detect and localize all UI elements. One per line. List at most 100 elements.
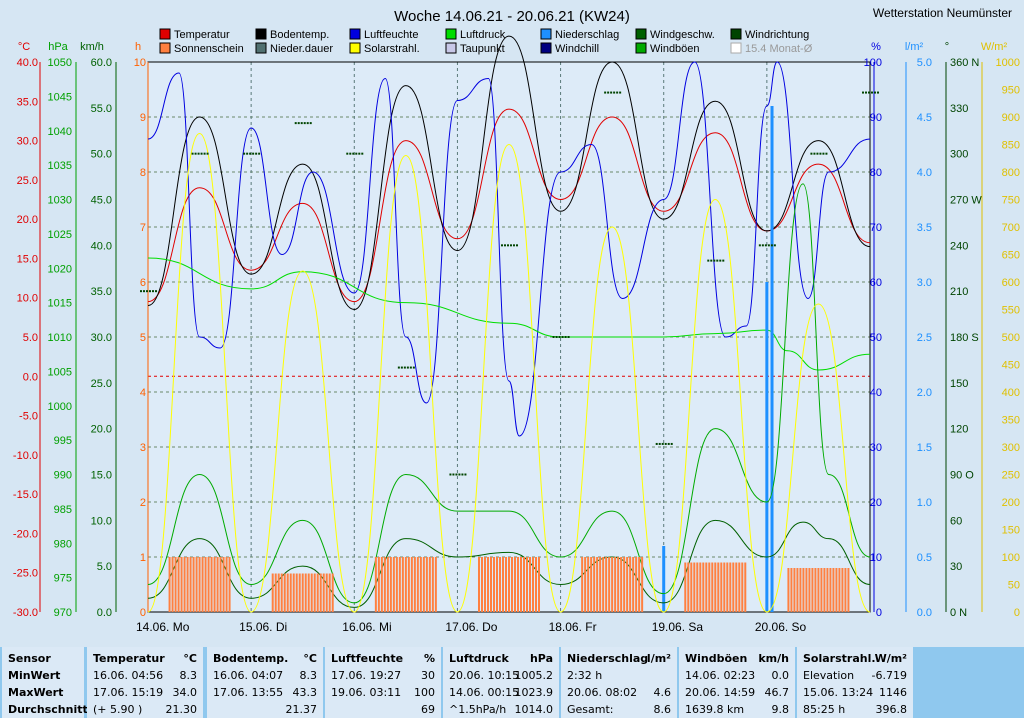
stats-header-unit: °C (183, 652, 197, 665)
sunshine-bar (841, 568, 844, 612)
wind-direction-dot (661, 442, 664, 445)
sunshine-bar (823, 568, 826, 612)
tick-label: 30.0 (91, 332, 112, 344)
wind-direction-dot (200, 152, 203, 155)
tick-label: 1005 (48, 366, 72, 378)
wind-direction-dot (294, 122, 297, 125)
sunshine-bar (693, 562, 696, 612)
legend-swatch (255, 42, 267, 54)
wind-direction-dot (713, 259, 716, 262)
wind-direction-dot (458, 473, 461, 476)
wind-direction-dot (810, 152, 813, 155)
sunshine-bar (322, 573, 325, 612)
sunshine-bar (626, 557, 629, 612)
tick-label: 80 (870, 167, 882, 179)
sunshine-bar (401, 557, 404, 612)
tick-label: 5 (140, 332, 146, 344)
legend-label: Sonnenschein (174, 43, 244, 55)
sunshine-bar (171, 557, 174, 612)
tick-label: 0 N (950, 607, 967, 619)
sunshine-bar (520, 557, 522, 612)
tick-label: 400 (1002, 387, 1020, 399)
stats-value-row: 15.06. 13:24 1146 (797, 684, 913, 701)
tick-label: 1045 (48, 91, 72, 103)
tick-label: 20.0 (91, 424, 112, 436)
sunshine-bar (729, 562, 732, 612)
solarstrahl--line (147, 132, 871, 613)
sunshine-bar (186, 557, 189, 612)
tick-label: 60.0 (91, 57, 112, 69)
sunshine-bar (820, 568, 823, 612)
wind-direction-dot (868, 91, 870, 94)
tick-label: 15.0 (91, 470, 112, 482)
tick-label: 2.0 (917, 387, 932, 399)
sunshine-bar (599, 557, 602, 612)
stats-value-label: 16.06. 04:56 (93, 669, 164, 682)
tick-label: 300 (1002, 442, 1020, 454)
tick-label: 3.5 (917, 222, 932, 234)
wind-direction-dot (567, 336, 570, 338)
tick-label: 150 (950, 378, 968, 390)
legend-swatch (445, 42, 457, 54)
stats-value: 396.8 (875, 703, 908, 716)
tick-label: 100 (1002, 552, 1020, 564)
stats-row-label: Sensor (8, 652, 51, 665)
sunshine-bar (714, 562, 717, 612)
stats-value-label: 16.06. 04:07 (213, 669, 284, 682)
legend-swatch (159, 28, 171, 40)
tick-label: 970 (54, 607, 72, 619)
sunshine-bar (295, 573, 298, 612)
legend-swatch (159, 42, 171, 54)
tick-label: 45.0 (91, 195, 112, 207)
sunshine-bar (407, 557, 410, 612)
chart-title: Woche 14.06.21 - 20.06.21 (KW24) (394, 8, 630, 25)
tick-label: 300 (950, 149, 968, 161)
axis-unit: h (135, 41, 141, 53)
stats-row-label: MinWert (8, 669, 61, 682)
sunshine-bar (395, 557, 398, 612)
tick-label: 1.5 (917, 442, 932, 454)
sunshine-bar (325, 573, 328, 612)
stats-value-row: 21.37 (207, 701, 323, 718)
wind-direction-dot (722, 259, 725, 262)
tick-label: 8 (140, 167, 146, 179)
stats-value-label: 17.06. 13:55 (213, 686, 284, 699)
tick-label: 50 (870, 332, 882, 344)
tick-label: 210 (950, 286, 968, 298)
sunshine-bar (404, 557, 407, 612)
sunshine-bar (726, 562, 729, 612)
sunshine-bar (292, 573, 295, 612)
stats-value-row: Elevation -6.719 (797, 667, 913, 684)
tick-label: 750 (1002, 195, 1020, 207)
wind-direction-dot (197, 152, 200, 155)
tick-label: -30.0 (13, 607, 38, 619)
wind-direction-dot (516, 244, 518, 247)
tick-label: 90 O (950, 470, 974, 482)
stats-column-header: Luftdruck hPa (443, 650, 559, 667)
tick-label: 5.0 (23, 332, 38, 344)
stats-value: 4.6 (653, 686, 672, 699)
sunshine-bar (313, 573, 316, 612)
stats-value: 21.37 (285, 703, 318, 716)
tick-label: 20.0 (17, 214, 38, 226)
precip-bar (770, 106, 774, 612)
sunshine-bar (422, 557, 425, 612)
wind-direction-dot (610, 91, 613, 94)
stats-value: 69 (421, 703, 435, 716)
stats-panel: Sensor MinWert MaxWert Durchschnitt Temperat… (0, 647, 1024, 718)
wind-direction-dot (719, 259, 722, 262)
legend-label: Nieder.dauer (270, 43, 333, 55)
sunshine-bar (799, 568, 802, 612)
wind-direction-dot (667, 442, 670, 445)
sunshine-bar (416, 557, 419, 612)
tick-label: 985 (54, 504, 72, 516)
wind-direction-dot (819, 152, 822, 155)
sunshine-bar (210, 557, 213, 612)
tick-label: 10.0 (91, 515, 112, 527)
tick-label: 3 (140, 442, 146, 454)
sunshine-bar (832, 568, 835, 612)
sunshine-bar (298, 573, 301, 612)
stats-value-row: 17.06. 13:55 43.3 (207, 684, 323, 701)
stats-header-name: Temperatur (93, 652, 165, 665)
sunshine-bar (383, 557, 386, 612)
